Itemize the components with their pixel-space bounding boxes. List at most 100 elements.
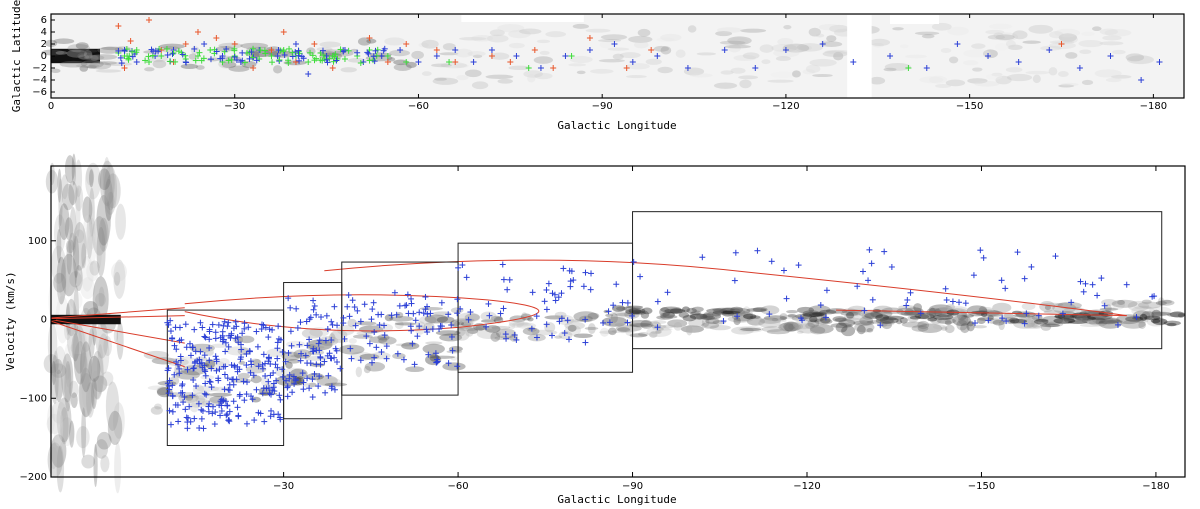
plane-point (366, 57, 373, 64)
bottom-emission-blob (615, 324, 642, 332)
top-x-tick-label: −180 (1140, 101, 1167, 112)
bottom-emission-blob (252, 358, 262, 367)
top-emission-blob (89, 54, 118, 60)
plane-point (345, 47, 352, 54)
bottom-emission-blob (938, 306, 955, 311)
velocity-point (265, 358, 272, 365)
top-emission-blob (86, 65, 97, 69)
bottom-emission-blob (1051, 319, 1071, 324)
velocity-point (405, 310, 412, 317)
velocity-point (561, 330, 568, 337)
bottom-emission-blob (105, 173, 121, 209)
red-point (586, 35, 593, 41)
plane-point (250, 45, 257, 52)
velocity-point (206, 400, 213, 407)
velocity-point (949, 298, 956, 305)
bottom-emission-blob (91, 378, 98, 410)
bottom-emission-blob (81, 355, 89, 408)
top-coverage-gap (847, 15, 872, 99)
bottom-emission-blob (765, 320, 777, 324)
top-emission-blob (1049, 41, 1076, 50)
red-point (1058, 41, 1065, 47)
velocity-point (605, 308, 612, 315)
plane-point (228, 56, 235, 63)
bottom-emission-blob (859, 316, 874, 326)
velocity-point (195, 400, 202, 407)
velocity-point (376, 322, 383, 329)
bottom-emission-blob (286, 358, 301, 364)
bottom-emission-blob (1021, 302, 1036, 311)
bottom-emission-blob (614, 323, 625, 327)
bottom-emission-blob (422, 343, 445, 355)
bottom-emission-blob (179, 371, 197, 375)
bottom-emission-blob (104, 178, 114, 222)
velocity-point (1098, 275, 1105, 282)
bottom-emission-blob (266, 348, 287, 358)
top-emission-blob (777, 37, 794, 46)
blue-point (1156, 59, 1163, 65)
bottom-emission-blob (61, 183, 75, 211)
top-emission-blob (432, 77, 459, 85)
bottom-emission-blob (662, 324, 676, 329)
blue-point (887, 53, 894, 59)
bottom-emission-blob (1071, 312, 1092, 319)
velocity-point (279, 373, 286, 380)
bottom-emission-blob (85, 166, 95, 186)
velocity-point (243, 420, 250, 427)
velocity-point (985, 317, 992, 324)
velocity-point (230, 325, 237, 332)
velocity-point (231, 363, 238, 370)
velocity-point (293, 305, 300, 312)
velocity-point (624, 319, 631, 326)
top-emission-blob (729, 37, 749, 47)
velocity-point (331, 386, 338, 393)
velocity-point (533, 313, 540, 320)
bottom-emission-blob (1003, 312, 1014, 319)
velocity-point (768, 258, 775, 265)
velocity-point (165, 390, 172, 397)
bottom-emission-blob (53, 214, 66, 253)
top-emission-blob (733, 54, 757, 61)
velocity-point (206, 357, 213, 364)
top-emission-blob (366, 38, 377, 44)
top-x-tick-label: 0 (48, 101, 54, 112)
bottom-emission-blob (928, 307, 937, 319)
bottom-emission-blob (987, 318, 1003, 324)
bottom-emission-blob (573, 311, 599, 322)
bottom-emission-blob (779, 322, 804, 331)
plane-point (221, 48, 228, 55)
top-emission-blob (656, 37, 675, 42)
bottom-emission-blob (100, 455, 110, 473)
bottom-emission-blob (68, 232, 77, 257)
bottom-emission-blob (587, 323, 596, 335)
velocity-point (962, 300, 969, 307)
red-point (648, 47, 655, 53)
bottom-emission-blob (615, 312, 636, 317)
velocity-point (619, 299, 626, 306)
blue-point (360, 59, 367, 65)
top-emission-blob (497, 24, 525, 33)
velocity-point (172, 401, 179, 408)
bottom-emission-blob (72, 325, 86, 374)
velocity-point (201, 352, 208, 359)
top-emission-blob (868, 76, 886, 85)
bottom-emission-blob (239, 335, 255, 344)
velocity-point (246, 348, 253, 355)
bottom-emission-blob (476, 328, 502, 340)
bottom-emission-blob (69, 420, 75, 448)
velocity-point (275, 335, 282, 342)
bottom-emission-blob (50, 363, 67, 378)
bottom-y-ticks: 100 0 −100 −200 (20, 236, 56, 483)
bottom-emission-blob (845, 312, 861, 316)
velocity-point (445, 360, 452, 367)
velocity-point (371, 354, 378, 361)
bottom-y-axis-label: Velocity (km/s) (4, 271, 17, 370)
plane-point (246, 55, 253, 62)
top-emission-blob (1007, 44, 1023, 51)
bottom-emission-blob (662, 311, 675, 319)
top-x-ticks: 0 −30 −60 −90 −120 −150 −180 (48, 14, 1167, 112)
bottom-emission-blob (90, 370, 102, 400)
velocity-point (366, 340, 373, 347)
velocity-point (296, 341, 303, 348)
velocity-point (235, 339, 242, 346)
